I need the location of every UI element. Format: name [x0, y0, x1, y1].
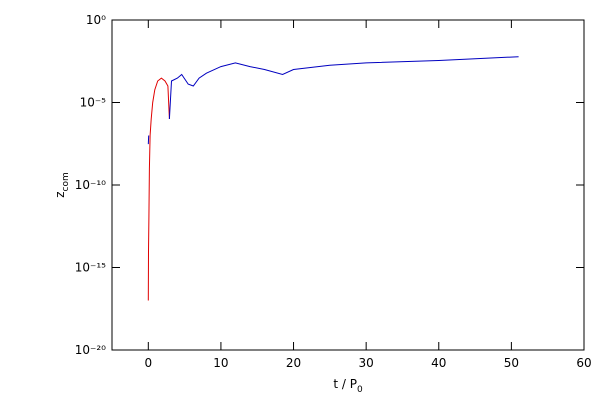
x-axis-label: t / P0 [333, 377, 363, 395]
y-label-base: z [53, 191, 67, 197]
y-tick-label: 10⁰ [86, 13, 106, 27]
x-tick-label: 30 [359, 356, 374, 370]
series-line [147, 77, 170, 301]
x-label-sub: 0 [357, 385, 363, 395]
x-tick-label: 0 [144, 356, 152, 370]
x-tick-label: 20 [286, 356, 301, 370]
y-label-sub: com [61, 172, 71, 191]
y-tick-label: 10⁻²⁰ [75, 343, 106, 357]
x-tick-label: 40 [431, 356, 446, 370]
x-tick-label: 50 [504, 356, 519, 370]
y-tick-label: 10⁻¹⁰ [75, 178, 106, 192]
x-tick-label: 60 [576, 356, 591, 370]
x-tick-label: 10 [213, 356, 228, 370]
plot-frame [111, 19, 585, 351]
series-line [147, 56, 519, 145]
y-tick-label: 10⁻⁵ [80, 96, 107, 110]
y-tick-label: 10⁻¹⁵ [75, 261, 106, 275]
x-label-base: t / P [333, 377, 357, 391]
y-axis-label: zcom [53, 172, 71, 198]
